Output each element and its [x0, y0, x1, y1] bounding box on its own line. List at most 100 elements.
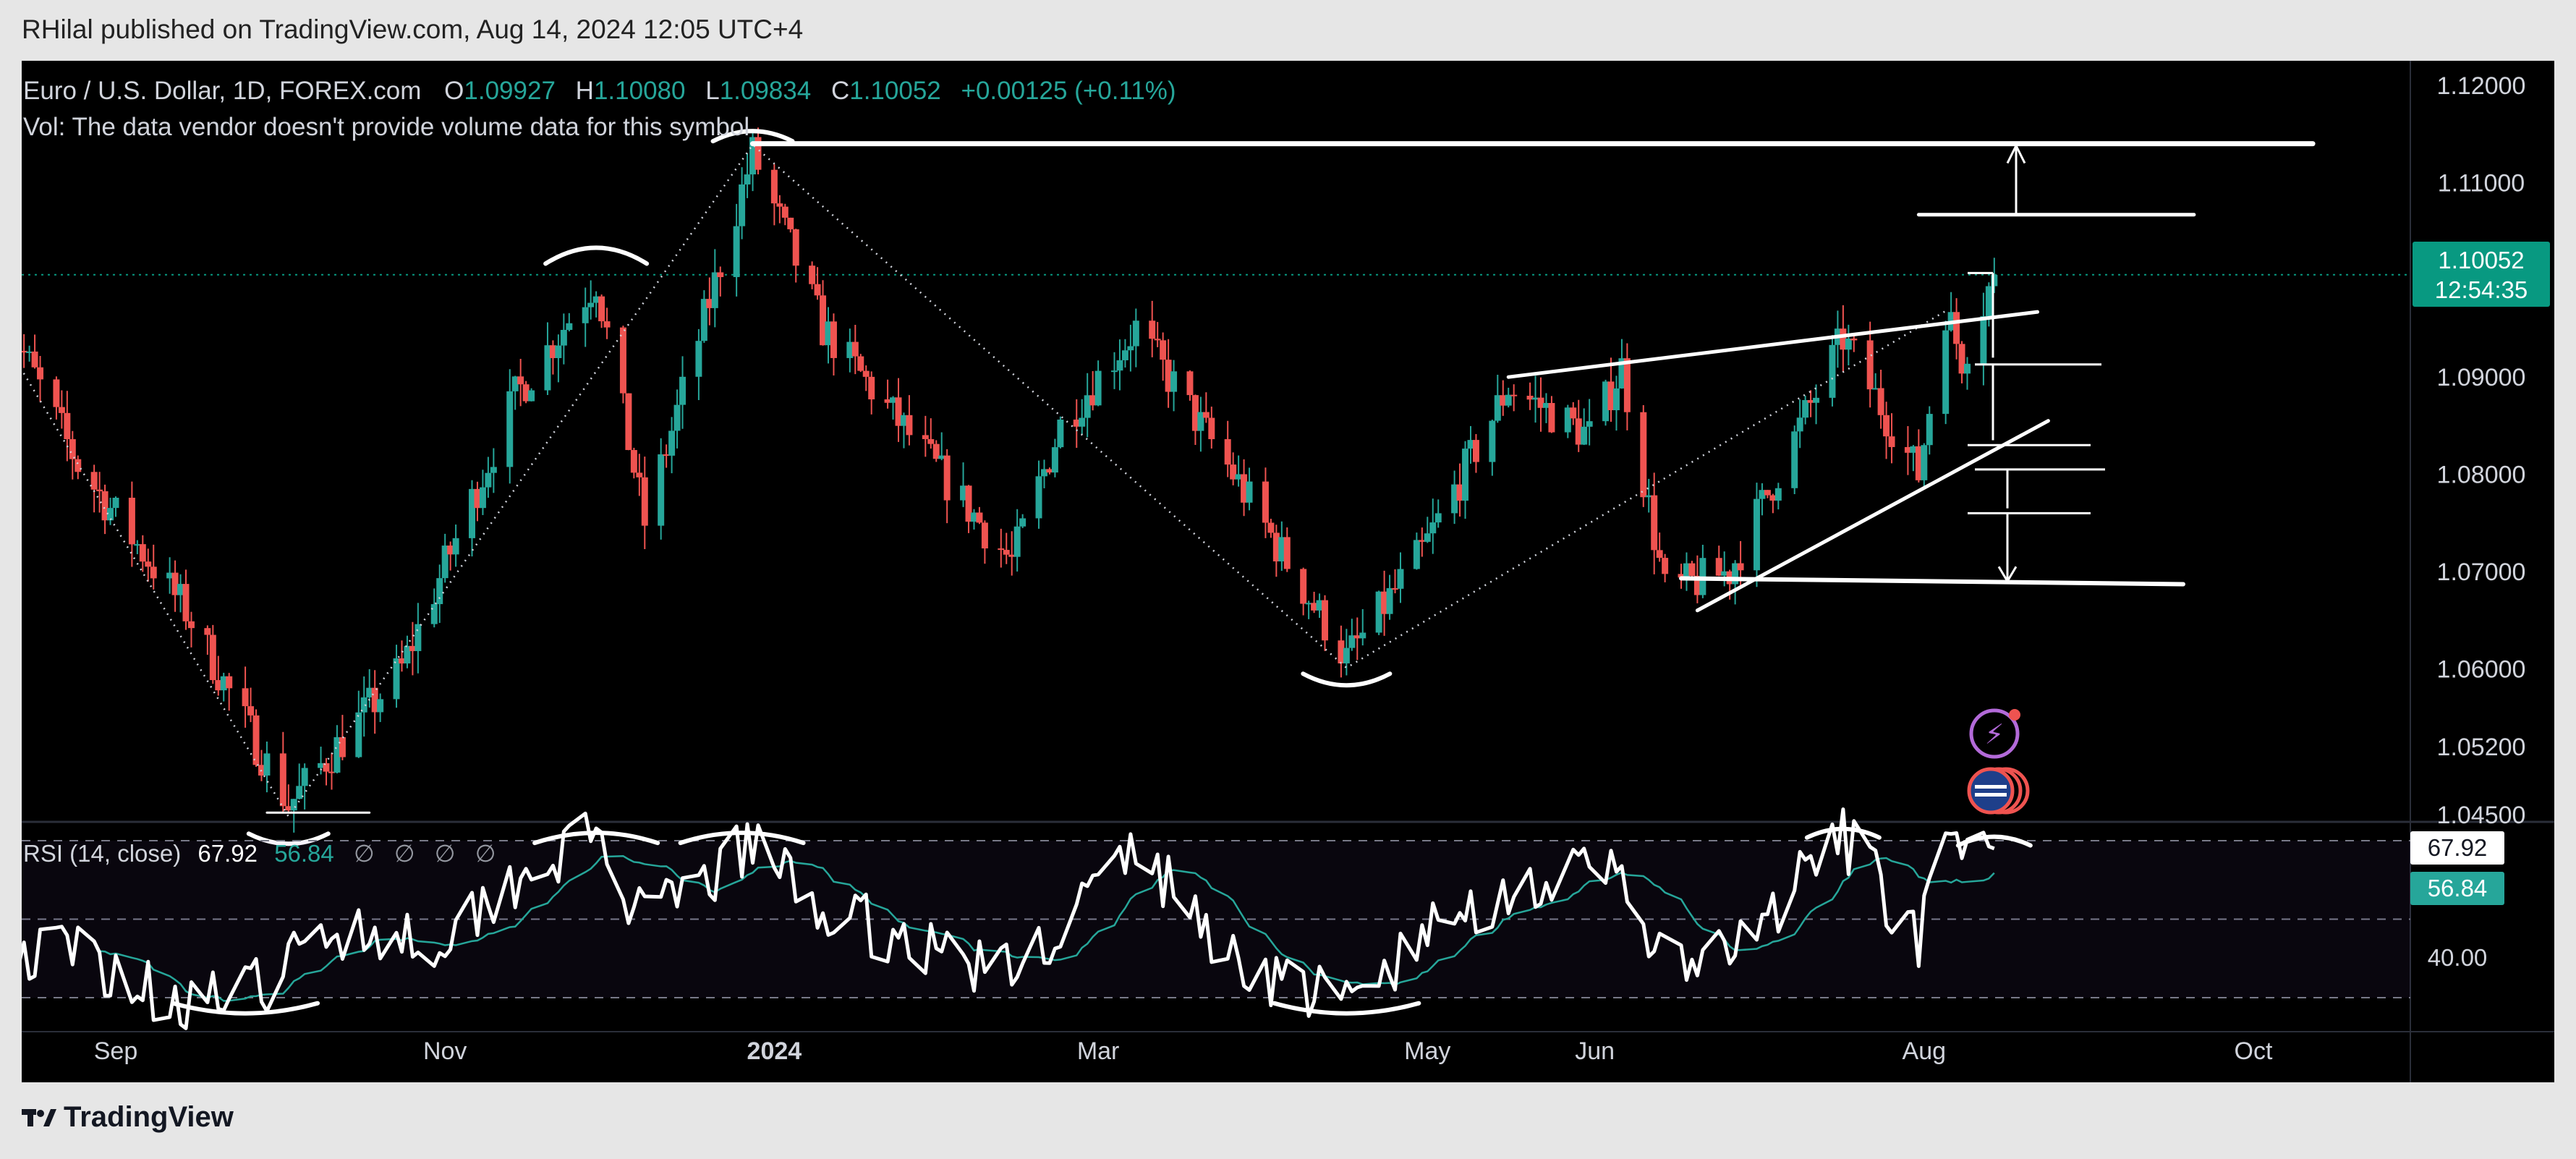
- candle-body: [1915, 446, 1922, 480]
- rsi-value-badge: [2410, 831, 2504, 865]
- price-chart[interactable]: 1.12000 1.11000 1.09000 1.08000 1.07000 1.060…: [22, 61, 2554, 1082]
- rsi-overbought-arc: [1804, 826, 1882, 840]
- candle-body: [1693, 575, 1701, 595]
- candle-body: [587, 302, 595, 307]
- candle-body: [1883, 415, 1890, 437]
- candle-body: [177, 584, 184, 595]
- candle-body: [1202, 412, 1210, 418]
- candle-body: [700, 299, 707, 341]
- candle-body: [1451, 484, 1458, 514]
- candle-body: [1662, 558, 1669, 574]
- wedge-upper-line: [1506, 310, 2040, 379]
- tradingview-logo-icon: [22, 1109, 56, 1126]
- candle-body: [479, 487, 486, 509]
- candle-body: [366, 687, 373, 697]
- candle-body: [1683, 563, 1690, 578]
- candle-body: [1348, 635, 1356, 648]
- candle-body: [560, 329, 567, 346]
- lightning-event-icon[interactable]: [1969, 708, 2020, 759]
- candle-body: [544, 345, 551, 391]
- candle-body: [447, 545, 454, 555]
- candle-body: [96, 489, 103, 492]
- candle-body: [1235, 474, 1242, 480]
- candle-body: [1942, 330, 1950, 415]
- candle-body: [441, 545, 449, 579]
- candle-body: [1079, 417, 1086, 427]
- candle-body: [1267, 522, 1275, 533]
- price-tick-label: 1.04500: [2437, 802, 2526, 829]
- candle-body: [900, 415, 907, 426]
- publisher-bar: RHilal published on TradingView.com, Aug…: [0, 0, 2576, 61]
- legend-close: 1.10052: [849, 77, 941, 105]
- candle-body: [1381, 591, 1388, 614]
- grid: [22, 61, 2554, 1082]
- candle-body: [1802, 400, 1809, 418]
- us-flag-icon[interactable]: [1967, 767, 2015, 815]
- candle-body: [1645, 495, 1652, 498]
- candle-body: [1904, 446, 1911, 453]
- candle-body: [851, 341, 859, 357]
- candle-body: [1278, 537, 1285, 561]
- footer-brand: TradingView: [64, 1101, 234, 1133]
- candle-body: [663, 454, 670, 456]
- candle-body: [1921, 445, 1928, 480]
- tradingview-logo[interactable]: TradingView: [22, 1101, 234, 1134]
- price-tick-label: 1.09000: [2437, 364, 2526, 391]
- candle-body: [1964, 363, 1971, 374]
- candle-body: [754, 137, 762, 170]
- candle-body: [409, 645, 416, 651]
- candle-body: [1953, 312, 1960, 344]
- candle-body: [1353, 635, 1361, 639]
- candle-body: [1688, 563, 1696, 576]
- candle-body: [1769, 495, 1777, 501]
- candle-body: [1008, 554, 1016, 557]
- legend-symbol: Euro / U.S. Dollar, 1D, FOREX.com: [23, 77, 421, 105]
- rsi-line: [22, 807, 1995, 1030]
- candle-body: [1991, 274, 1998, 286]
- candle-body: [1262, 481, 1269, 523]
- candle-body: [739, 184, 746, 226]
- candle-body: [792, 229, 799, 266]
- candle-body: [204, 628, 211, 635]
- candle-body: [976, 512, 983, 523]
- candle-body: [430, 604, 438, 624]
- arrow-down-icon: [1997, 566, 2018, 584]
- candle-body: [128, 497, 135, 545]
- candle-body: [658, 454, 665, 526]
- candle-body: [749, 137, 757, 175]
- candle-body: [820, 295, 827, 346]
- flag-stripe-icon: [1975, 793, 2007, 797]
- candle-body: [922, 435, 929, 439]
- price-tick-label: 1.11000: [2438, 169, 2525, 197]
- candle-body: [787, 217, 794, 229]
- candle-body: [1413, 540, 1420, 569]
- candle-body: [145, 561, 152, 567]
- lightning-icon: ⚡: [1985, 720, 2005, 750]
- candle-body: [1575, 418, 1582, 445]
- candle-body: [1338, 640, 1345, 663]
- candle-body: [1607, 381, 1615, 411]
- candle-body: [1149, 320, 1156, 339]
- candle-body: [166, 572, 174, 579]
- candle-body: [1813, 397, 1820, 403]
- legend-change: +0.00125 (+0.11%): [961, 77, 1176, 105]
- candle-body: [209, 634, 216, 681]
- candle-body: [247, 706, 255, 716]
- candle-body: [673, 404, 681, 431]
- candle-body: [1581, 426, 1588, 445]
- rsi-ma-badge: [2410, 872, 2504, 905]
- candle-body: [717, 272, 724, 278]
- candle-body: [1548, 403, 1555, 433]
- candle-body: [1051, 447, 1058, 473]
- candle-body: [776, 203, 783, 207]
- candle-body: [393, 658, 400, 700]
- rsi-pane: [22, 807, 2410, 1030]
- candle-body: [1872, 388, 1879, 390]
- candle-body: [31, 351, 38, 368]
- candle-body: [706, 299, 713, 308]
- candle-body: [1791, 431, 1798, 488]
- rsi-value-badge-text: 67.92: [2428, 834, 2488, 861]
- candle-body: [1845, 338, 1852, 350]
- last-price-label: 1.10052: [2438, 247, 2524, 273]
- rsi-level-label: 40.00: [2428, 944, 2488, 971]
